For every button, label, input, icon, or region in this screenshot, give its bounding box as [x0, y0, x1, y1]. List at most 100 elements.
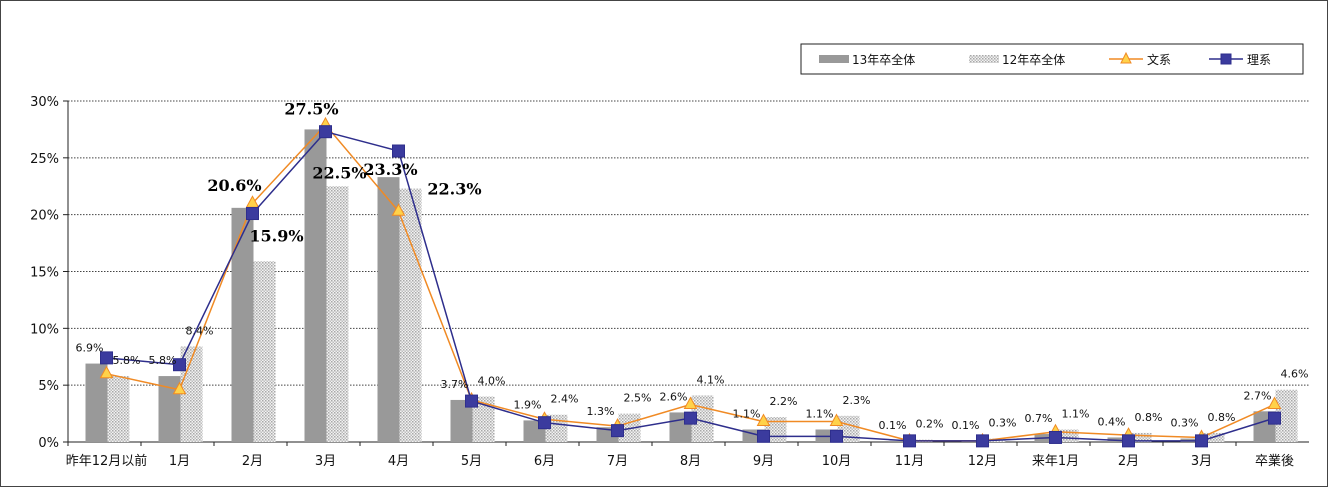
x-tick-label: 6月 — [534, 454, 555, 469]
x-tick-label: 2月 — [242, 454, 263, 469]
data-label-13: 0.1% — [879, 419, 907, 432]
data-label-13: 1.1% — [806, 407, 834, 420]
bar-13nensotsu — [85, 363, 108, 442]
rikei-marker — [903, 434, 916, 448]
data-label-13: 1.9% — [514, 398, 542, 411]
data-label-12: 0.8% — [1208, 411, 1236, 424]
data-label-12: 4.0% — [478, 375, 506, 388]
rikei-marker — [830, 429, 843, 443]
rikei-marker — [100, 351, 113, 365]
rikei-marker — [538, 416, 551, 430]
bar-12nensotsu — [1275, 389, 1298, 442]
bar-13nensotsu — [377, 177, 400, 442]
bar-12nensotsu — [1129, 432, 1152, 442]
data-label-13: 2.6% — [660, 390, 688, 403]
data-label-12: 8.4% — [186, 325, 214, 338]
bunkei-marker — [829, 413, 844, 427]
data-label-13: 1.3% — [587, 405, 615, 418]
x-tick-label: 4月 — [388, 454, 409, 469]
lines — [99, 116, 1282, 448]
bars — [85, 129, 1298, 442]
bunkei-marker — [99, 365, 114, 379]
bar-12nensotsu — [399, 188, 422, 442]
data-label-12: 4.1% — [697, 373, 725, 386]
data-labels: 6.9% 5.8% 5.8% 8.4% 20.6% 15.9% 27.5% 22.5%23.3… — [76, 99, 1309, 431]
data-label-13: 23.3% — [363, 160, 417, 179]
bar-13nensotsu — [888, 440, 911, 442]
rikei-marker — [465, 394, 478, 408]
rikei-marker — [246, 207, 259, 221]
data-label-12: 0.2% — [916, 418, 944, 431]
x-tick-label: 2月 — [1118, 454, 1139, 469]
legend-label-12nensotsu: 12年卒全体 — [1002, 52, 1065, 67]
legend-label-bunkei: 文系 — [1147, 52, 1171, 67]
y-tick-label: 10% — [30, 322, 59, 337]
legend: 13年卒全体 12年卒全体 文系 理系 — [800, 43, 1304, 75]
x-tick-label: 卒業後 — [1255, 453, 1294, 469]
x-tick-label: 8月 — [680, 454, 701, 469]
bar-13nensotsu — [304, 129, 327, 442]
data-label-12: 0.3% — [989, 417, 1017, 430]
data-label-12: 2.4% — [551, 393, 579, 406]
x-tick-label: 11月 — [895, 454, 925, 469]
data-label-13: 27.5% — [284, 99, 338, 118]
y-tick-label: 15% — [30, 266, 59, 281]
data-label-12: 2.2% — [770, 395, 798, 408]
y-tick-label: 0% — [38, 436, 59, 451]
legend-label-rikei: 理系 — [1247, 53, 1271, 67]
bunkei-marker — [756, 413, 771, 427]
y-tick-label: 25% — [30, 152, 59, 167]
rikei-marker — [1122, 434, 1135, 448]
x-tick-label: 5月 — [461, 454, 482, 469]
x-tick-label: 昨年12月以前 — [66, 453, 148, 469]
data-label-12: 15.9% — [249, 226, 303, 245]
bunkei-line — [106, 123, 1275, 442]
rikei-marker — [1049, 430, 1062, 444]
bar-12nensotsu — [326, 186, 349, 442]
bar-12nensotsu — [253, 261, 276, 442]
x-tick-label: 7月 — [607, 454, 628, 469]
rikei-marker — [757, 429, 770, 443]
data-label-13: 6.9% — [76, 342, 104, 355]
bunkei-marker — [391, 203, 406, 216]
rikei-marker — [319, 125, 332, 139]
legend-marker-bunkei — [1120, 51, 1132, 64]
bunkei-marker — [172, 381, 187, 395]
x-tick-label: 10月 — [822, 454, 852, 469]
rikei-marker — [392, 144, 405, 158]
data-label-12: 0.8% — [1135, 411, 1163, 424]
rikei-line — [106, 130, 1275, 442]
bar-12nensotsu — [107, 376, 130, 442]
bar-13nensotsu — [231, 207, 254, 442]
data-label-13: 0.1% — [952, 419, 980, 432]
rikei-marker — [611, 424, 624, 438]
y-tick-label: 20% — [30, 209, 59, 224]
rikei-marker — [173, 358, 186, 372]
data-label-13: 0.3% — [1171, 417, 1199, 430]
data-label-13: 0.7% — [1025, 412, 1053, 425]
data-label-12: 22.3% — [427, 180, 481, 199]
x-tick-label: 1月 — [169, 454, 190, 469]
data-label-12: 4.6% — [1281, 368, 1309, 381]
data-label-13: 1.1% — [733, 407, 761, 420]
bunkei-marker — [683, 396, 698, 409]
bar-12nensotsu — [691, 395, 714, 442]
x-tick-label: 3月 — [1191, 454, 1212, 469]
legend-label-13nensotsu: 13年卒全体 — [852, 52, 915, 67]
rikei-marker — [1268, 411, 1281, 425]
y-tick-label: 5% — [38, 379, 59, 394]
data-label-12: 2.3% — [843, 394, 871, 407]
x-tick-label: 12月 — [968, 454, 998, 469]
bunkei-marker — [1267, 396, 1282, 409]
x-tick-label: 来年1月 — [1032, 454, 1079, 469]
data-label-12: 2.5% — [624, 392, 652, 405]
data-label-12: 1.1% — [1062, 407, 1090, 420]
data-label-13: 20.6% — [207, 176, 261, 195]
data-label-13: 3.7% — [441, 378, 469, 391]
x-tick-label: 9月 — [753, 454, 774, 469]
data-label-13: 0.4% — [1098, 415, 1126, 428]
bar-12nensotsu — [472, 396, 495, 442]
bar-13nensotsu — [450, 399, 473, 442]
data-label-12: 5.8% — [113, 354, 141, 367]
